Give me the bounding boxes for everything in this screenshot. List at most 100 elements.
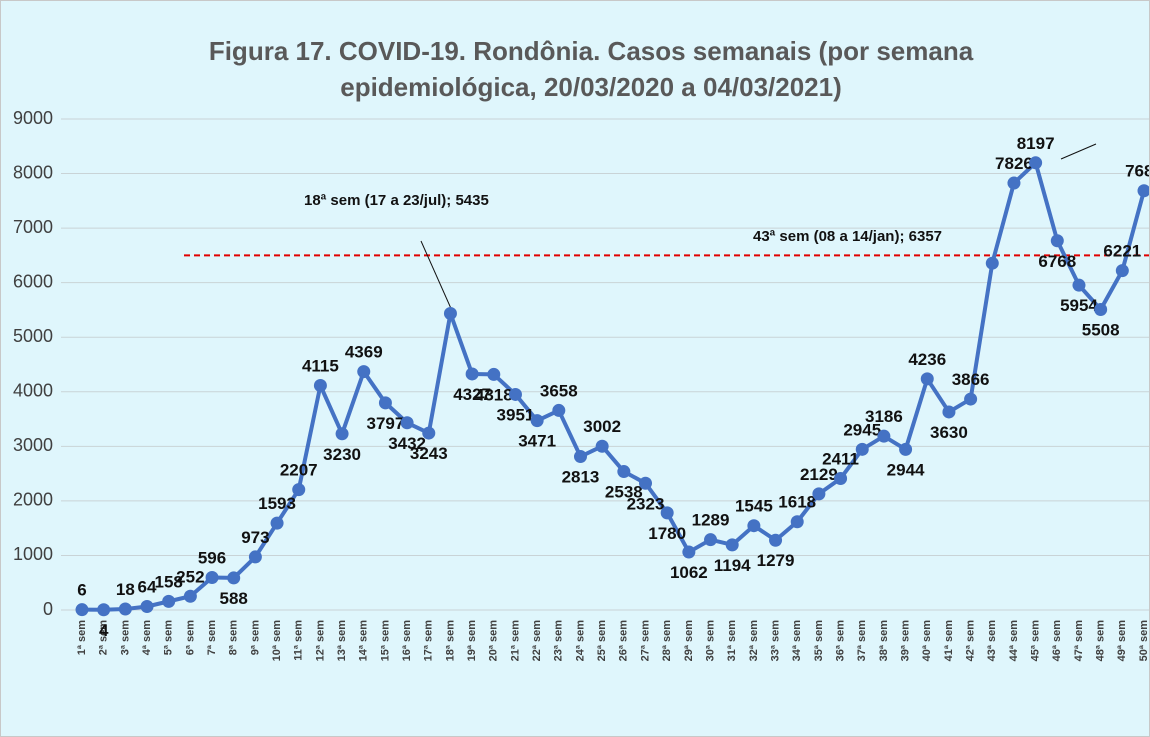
annotation: 43ª sem (08 a 14/jan); 6357	[753, 228, 942, 245]
data-label: 3630	[930, 423, 968, 442]
data-label: 5508	[1082, 321, 1120, 340]
data-point	[595, 439, 609, 453]
x-tick-label: 19ª sem	[466, 620, 478, 662]
data-label: 3797	[367, 414, 405, 433]
x-tick-label: 47ª sem	[1073, 620, 1085, 662]
y-tick-label: 7000	[13, 217, 53, 237]
data-label: 1289	[692, 511, 730, 530]
x-tick-label: 6ª sem	[184, 620, 196, 655]
data-label: 6768	[1038, 252, 1076, 271]
data-point	[248, 550, 262, 564]
data-label: 5954	[1060, 296, 1098, 315]
data-point	[639, 476, 653, 490]
x-tick-label: 50ª sem	[1138, 620, 1150, 662]
data-point	[313, 379, 327, 393]
x-tick-label: 26ª sem	[618, 620, 630, 662]
x-tick-label: 25ª sem	[596, 620, 608, 662]
data-point	[1115, 264, 1129, 278]
y-tick-label: 6000	[13, 271, 53, 291]
x-tick-label: 29ª sem	[683, 620, 695, 662]
data-point	[227, 571, 241, 585]
label-leader	[1060, 143, 1097, 160]
data-label: 8197	[1017, 134, 1055, 153]
x-tick-label: 18ª sem	[444, 620, 456, 662]
data-point	[335, 427, 349, 441]
data-point	[422, 426, 436, 440]
y-tick-label: 5000	[13, 326, 53, 346]
x-tick-label: 15ª sem	[379, 620, 391, 662]
data-label: 4318	[475, 385, 513, 404]
data-point	[552, 403, 566, 417]
data-point	[920, 372, 934, 386]
data-label: 2207	[280, 461, 318, 480]
data-point	[834, 471, 848, 485]
data-point	[508, 387, 522, 401]
x-tick-label: 9ª sem	[249, 620, 261, 655]
y-tick-label: 4000	[13, 381, 53, 401]
data-label: 3002	[583, 417, 621, 436]
x-tick-label: 13ª sem	[336, 620, 348, 662]
data-label: 973	[241, 528, 269, 547]
data-point	[75, 603, 89, 617]
data-point	[899, 442, 913, 456]
data-point	[790, 515, 804, 529]
data-point	[704, 533, 718, 547]
data-point	[812, 487, 826, 501]
data-label: 1062	[670, 563, 708, 582]
data-point	[682, 545, 696, 559]
x-tick-label: 17ª sem	[423, 620, 435, 662]
data-point	[985, 256, 999, 270]
data-label: 3658	[540, 381, 578, 400]
data-label: 3432	[388, 434, 426, 453]
data-label: 3230	[323, 445, 361, 464]
data-label: 596	[198, 548, 226, 567]
data-label: 2813	[562, 468, 600, 487]
x-tick-label: 46ª sem	[1051, 620, 1063, 662]
x-tick-label: 12ª sem	[314, 620, 326, 662]
data-point	[270, 516, 284, 530]
x-tick-label: 30ª sem	[704, 620, 716, 662]
data-label: 7826	[995, 154, 1033, 173]
data-point	[725, 538, 739, 552]
data-label: 2411	[822, 449, 859, 468]
data-point	[964, 392, 978, 406]
data-point	[443, 306, 457, 320]
data-label: 4236	[908, 350, 946, 369]
x-tick-label: 40ª sem	[921, 620, 933, 662]
y-tick-label: 3000	[13, 435, 53, 455]
y-tick-label: 0	[43, 599, 53, 619]
x-tick-label: 5ª sem	[163, 620, 175, 655]
data-point	[140, 600, 154, 614]
x-tick-label: 38ª sem	[878, 620, 890, 662]
data-point	[205, 570, 219, 584]
data-point	[617, 465, 631, 479]
x-tick-label: 23ª sem	[553, 620, 565, 662]
data-point	[465, 367, 479, 381]
x-tick-label: 4ª sem	[141, 620, 153, 655]
data-label: 2538	[605, 483, 643, 502]
data-label: 252	[176, 567, 204, 586]
data-point	[769, 533, 783, 547]
data-label: 3471	[518, 432, 556, 451]
x-tick-label: 1ª sem	[76, 620, 88, 655]
x-tick-label: 33ª sem	[769, 620, 781, 662]
data-label: 1780	[648, 524, 686, 543]
data-label: 3186	[865, 407, 903, 426]
x-tick-label: 11ª sem	[293, 620, 305, 661]
data-label: 3866	[952, 370, 990, 389]
data-point	[183, 589, 197, 603]
data-label: 158	[155, 572, 183, 591]
data-point	[1029, 156, 1043, 170]
data-point	[162, 594, 176, 608]
x-tick-label: 27ª sem	[639, 620, 651, 662]
data-label: 4	[99, 621, 109, 640]
data-point	[747, 519, 761, 533]
data-label: 3951	[497, 405, 535, 424]
x-tick-label: 36ª sem	[834, 620, 846, 662]
data-label: 3243	[410, 444, 448, 463]
x-tick-label: 21ª sem	[509, 620, 521, 662]
data-label: 1194	[714, 556, 751, 575]
